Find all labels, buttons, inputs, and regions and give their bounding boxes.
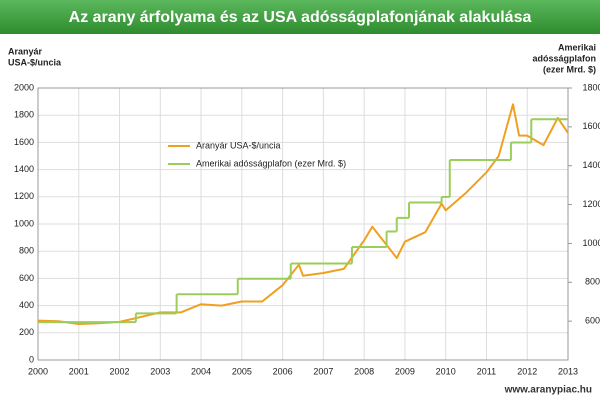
y-tick-label: 800	[19, 246, 34, 256]
line-series	[37, 103, 569, 325]
x-tick-label: 2005	[232, 366, 252, 376]
x-tick-label: 2013	[558, 366, 578, 376]
y-tick-label: 600	[19, 273, 34, 283]
y-tick-label: 1800	[14, 110, 34, 120]
y2-tick-label: 16000	[582, 121, 600, 131]
y-tick-label: 400	[19, 300, 34, 310]
y2-axis-label: (ezer Mrd. $)	[543, 64, 596, 74]
y-axis-label: USA-$/uncia	[8, 57, 62, 67]
x-tick-label: 2001	[69, 366, 89, 376]
x-tick-label: 2011	[477, 366, 496, 376]
y-tick-label: 1600	[14, 137, 34, 147]
y2-tick-label: 6000	[585, 316, 600, 326]
y-tick-label: 2000	[14, 82, 34, 92]
x-tick-label: 2002	[110, 366, 130, 376]
legend-label: Amerikai adósságplafon (ezer Mrd. $)	[196, 158, 346, 168]
x-tick-label: 2010	[436, 366, 456, 376]
y2-tick-label: 10000	[582, 238, 600, 248]
y-tick-label: 200	[19, 327, 34, 337]
x-tick-label: 2006	[273, 366, 293, 376]
legend-label: Aranyár USA-$/uncia	[196, 140, 281, 150]
y2-tick-label: 8000	[585, 277, 600, 287]
y-tick-label: 0	[29, 354, 34, 364]
y-tick-label: 1400	[14, 164, 34, 174]
y2-tick-label: 18000	[582, 82, 600, 92]
y-tick-label: 1000	[14, 218, 34, 228]
y2-tick-label: 14000	[582, 160, 600, 170]
y2-axis-label: adósságplafon	[532, 53, 596, 63]
x-tick-label: 2000	[28, 366, 48, 376]
x-tick-label: 2008	[354, 366, 374, 376]
x-tick-label: 2003	[150, 366, 170, 376]
y-tick-label: 1200	[14, 191, 34, 201]
y2-tick-label: 12000	[582, 199, 600, 209]
chart-title: Az arany árfolyama és az USA adósságplaf…	[69, 9, 532, 26]
x-tick-label: 2004	[191, 366, 211, 376]
source: www.aranypiac.hu	[504, 385, 592, 396]
x-tick-label: 2012	[517, 366, 537, 376]
x-tick-label: 2007	[313, 366, 333, 376]
title-banner	[0, 0, 600, 34]
x-tick-label: 2009	[395, 366, 415, 376]
plot-frame	[37, 87, 569, 361]
y2-axis-label: Amerikai	[558, 42, 596, 52]
y-axis-label: Aranyár	[8, 46, 43, 56]
